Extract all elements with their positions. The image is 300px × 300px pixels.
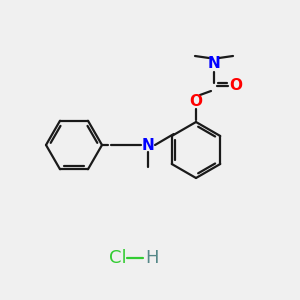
- Text: O: O: [190, 94, 202, 110]
- Text: N: N: [142, 137, 154, 152]
- Text: H: H: [145, 249, 159, 267]
- Text: N: N: [208, 56, 220, 71]
- Text: Cl: Cl: [109, 249, 127, 267]
- Text: O: O: [230, 79, 242, 94]
